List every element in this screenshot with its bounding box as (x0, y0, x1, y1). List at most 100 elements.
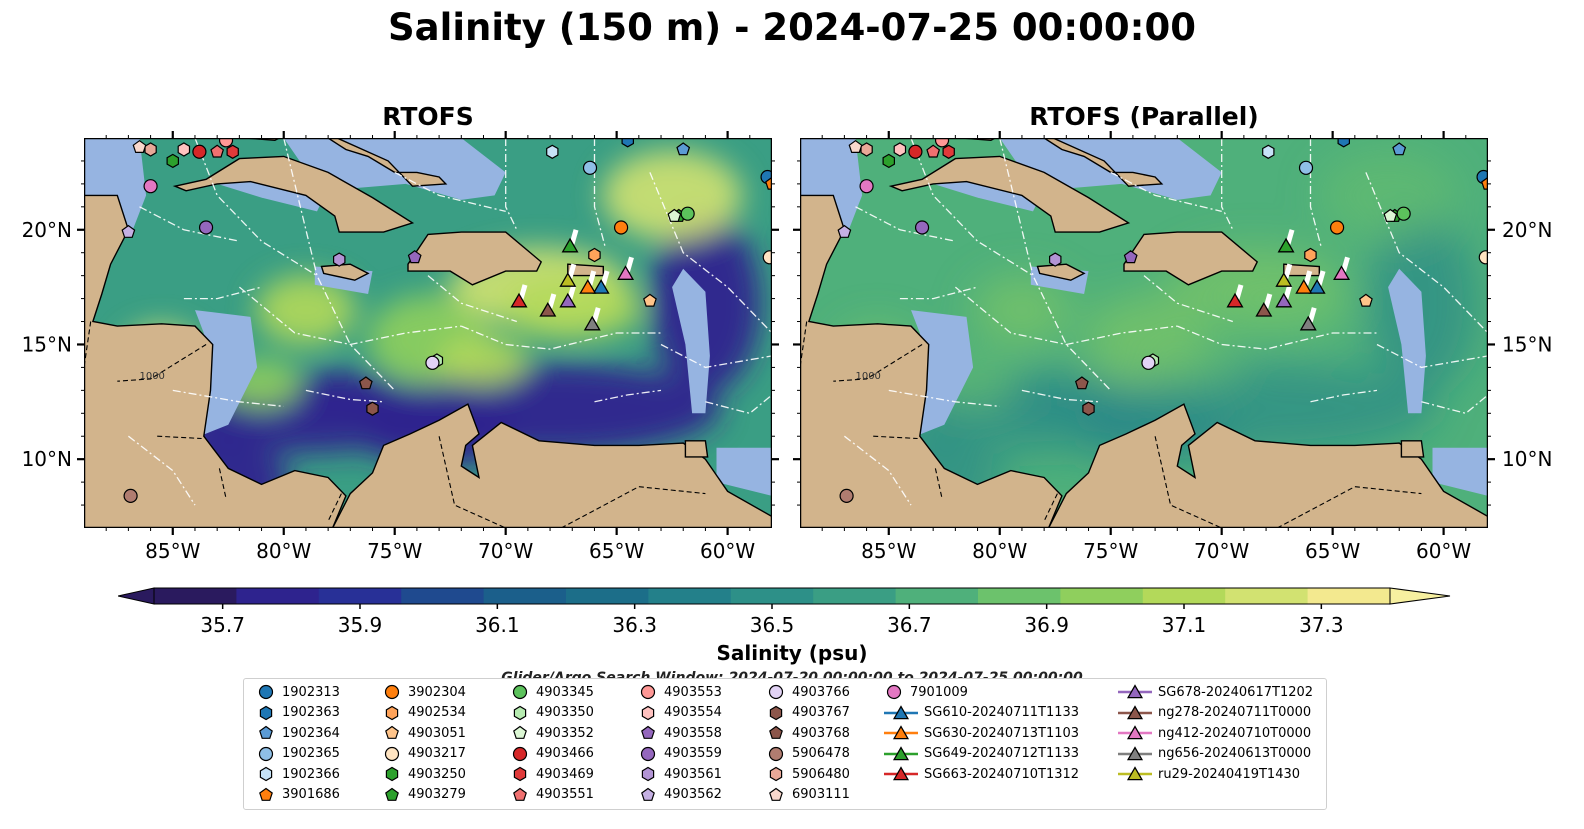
land-south-america (1047, 403, 1488, 528)
colorbar-tick-label: 36.7 (887, 613, 932, 636)
legend-label: 1902364 (282, 725, 340, 741)
land-trinidad (1400, 440, 1425, 458)
lon-tick-label: 85°W (861, 539, 916, 563)
eez-boundary (183, 286, 262, 300)
float-1902363 (621, 138, 635, 148)
land-hispaniola (407, 231, 543, 286)
circle-marker-icon (258, 684, 274, 700)
figure-title: Salinity (150 m) - 2024-07-25 00:00:00 (388, 6, 1196, 49)
colorbar-segment (978, 588, 1061, 604)
hexagon-marker-icon (641, 705, 655, 720)
legend-pentagon-icon (259, 725, 273, 739)
legend-label: 4903559 (664, 746, 722, 761)
map-panel-rtofs[interactable]: 1000 (84, 138, 772, 528)
legend-item: 4903551 (510, 786, 594, 804)
triangle-line-marker-icon (1118, 725, 1152, 740)
legend-item: 4903561 (638, 765, 722, 783)
legend-label: SG630-20240713T1103 (924, 725, 1080, 741)
float-4903559 (914, 220, 930, 235)
land-jamaica (1036, 263, 1086, 281)
legend-hexagon-icon (259, 766, 273, 782)
float-4903562 (837, 224, 852, 238)
circle-marker-icon (768, 746, 784, 761)
legend-label: 5906478 (792, 746, 850, 761)
float-4903466 (192, 144, 207, 159)
lon-tick-label: 65°W (589, 539, 644, 563)
legend-label: 1902313 (282, 684, 340, 700)
colorbar-segment (483, 588, 567, 604)
float-4903250 (166, 153, 180, 169)
legend-label: ru29-20240419T1430 (1158, 766, 1301, 782)
lat-tick-label-left: 15°N (22, 332, 72, 356)
legend-hexagon-icon (385, 705, 399, 720)
legend-item: 4903217 (382, 745, 466, 763)
country-border (327, 493, 342, 522)
land-cuba (888, 155, 1131, 233)
map-panel-rtofs-parallel[interactable]: 1000 (800, 138, 1488, 528)
legend-label: 4903051 (408, 725, 466, 741)
float-4903554 (177, 142, 191, 157)
land-hispaniola (1123, 231, 1259, 286)
glider-track-ng412-20240710T0000 (1341, 256, 1350, 273)
glider-track-ru29-20240419T1430 (567, 263, 577, 279)
legend-pentagon-icon (513, 787, 527, 801)
legend-label: 4903345 (536, 684, 594, 700)
legend-label: 1902366 (282, 766, 340, 782)
legend-pentagon-icon (513, 725, 527, 739)
eez-boundary (1309, 138, 1323, 249)
eez-boundary (427, 275, 518, 323)
glider-ng278-20240711T0000 (1255, 302, 1273, 317)
legend-label: ng656-20240613T0000 (1158, 746, 1312, 761)
legend-label: 4902534 (408, 705, 466, 720)
glider-track-ng412-20240710T0000 (625, 256, 634, 273)
colorbar-extend-high (1389, 587, 1451, 605)
legend-label: 4903561 (664, 766, 722, 782)
float-4903767 (366, 401, 379, 416)
lon-tick-label: 75°W (367, 539, 422, 563)
legend-circle-icon (512, 684, 528, 700)
float-6903111 (848, 139, 863, 153)
triangle-line-marker-icon (884, 745, 918, 760)
circle-marker-icon (768, 684, 784, 700)
hexagon-marker-icon (641, 766, 655, 782)
eez-boundary (954, 286, 1178, 346)
legend-label: SG610-20240711T1133 (924, 705, 1080, 720)
legend-label: 4903217 (408, 746, 466, 761)
lon-tick-label: 75°W (1083, 539, 1138, 563)
legend-item: SG678-20240617T1202 (1118, 683, 1313, 701)
land-south-america (331, 403, 772, 528)
legend-label: 4903766 (792, 684, 850, 700)
colorbar: 35.7 35.9 36.1 36.3 36.5 36.7 36.9 37.1 37.3 (118, 587, 1451, 636)
triangle-line-marker-icon (1118, 684, 1152, 699)
colorbar-label: Salinity (psu) (716, 641, 868, 665)
lon-tick-label: 70°W (478, 539, 533, 563)
float-1902363 (1337, 138, 1351, 148)
glider-track-SG663-20240710T1312 (518, 284, 528, 300)
legend-pentagon-icon (641, 725, 655, 739)
panel-title-rtofs: RTOFS (382, 102, 474, 131)
colorbar-segment (154, 588, 237, 604)
legend-triangle-icon (1126, 684, 1144, 699)
legend-pentagon-icon (385, 787, 399, 801)
colorbar-tick-label: 36.3 (612, 613, 657, 636)
glider-track-ru29-20240419T1430 (1283, 263, 1293, 279)
lon-tick-label: 80°W (256, 539, 311, 563)
float-4903561 (333, 252, 346, 267)
lat-tick-label-left: 20°N (22, 218, 72, 242)
glider-track-SG678-20240617T1202 (1283, 284, 1293, 300)
legend-label: 4903551 (536, 787, 594, 802)
triangle-line-marker-icon (884, 704, 918, 719)
hexagon-marker-icon (385, 766, 399, 782)
float-4903217 (1478, 250, 1488, 265)
legend-hexagon-icon (259, 705, 273, 720)
hexagon-marker-icon (259, 766, 273, 782)
float-4903469 (942, 144, 955, 159)
pentagon-marker-icon (259, 725, 273, 739)
legend-label: 7901009 (910, 684, 968, 700)
float-4903345 (680, 206, 695, 221)
land-cuba (172, 155, 415, 233)
high-salinity-patch (1154, 335, 1245, 386)
triangle-line-marker-icon (1118, 745, 1152, 760)
float-3901686 (765, 176, 772, 190)
